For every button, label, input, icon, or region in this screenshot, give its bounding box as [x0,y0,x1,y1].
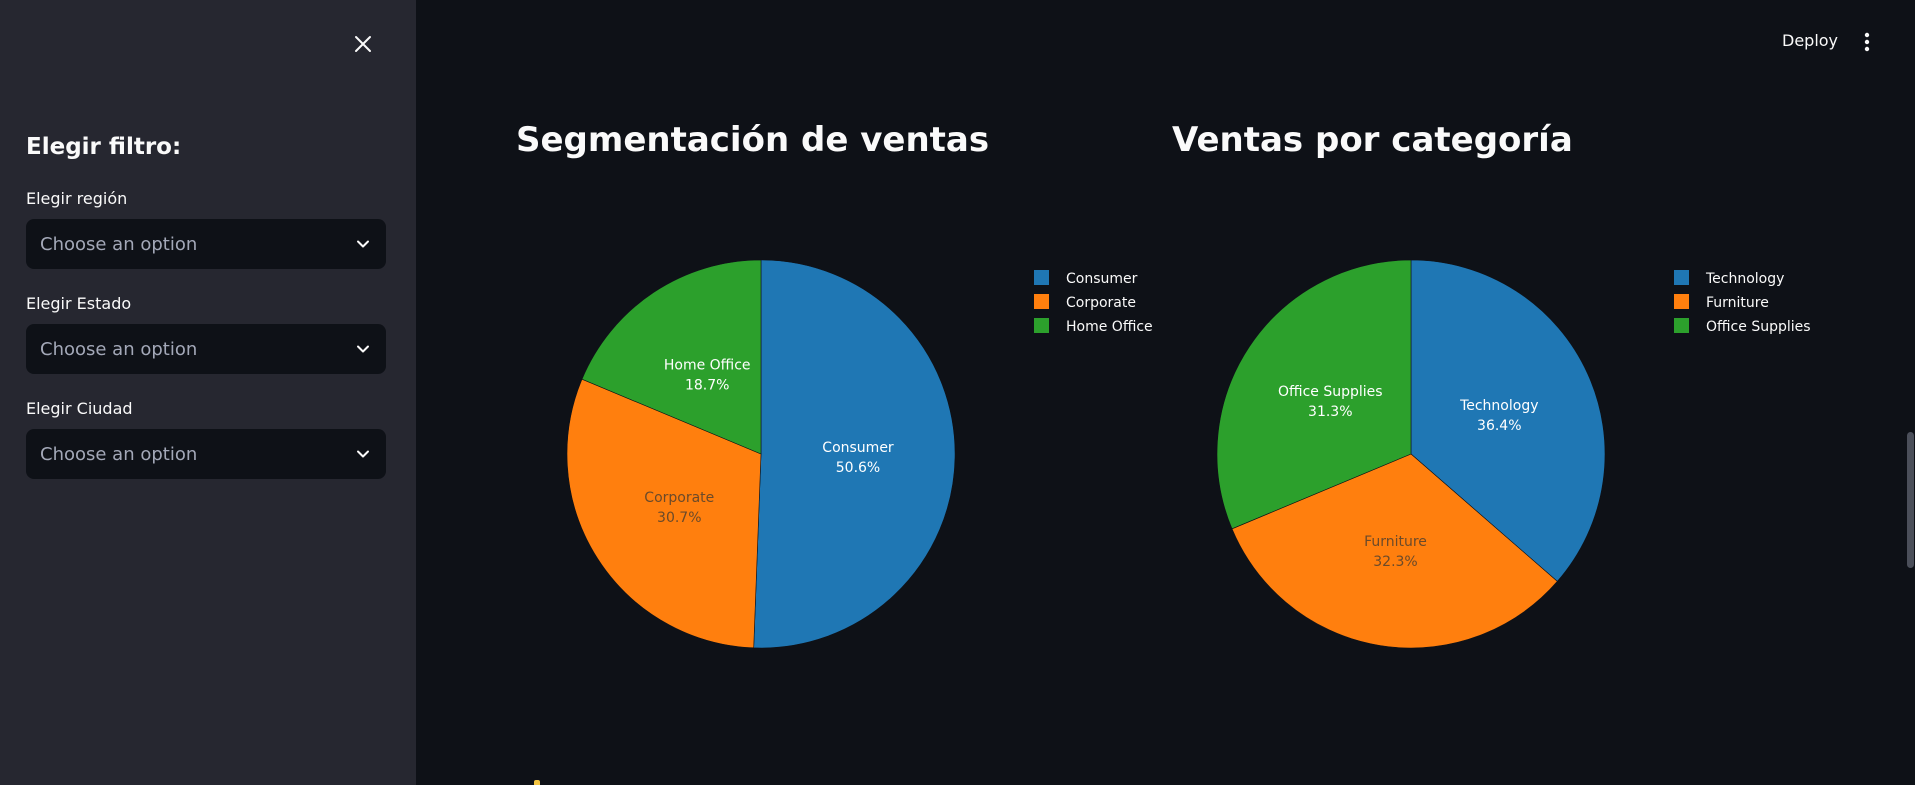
slice-label-home-office: Home Office [664,357,751,373]
chart-title-categoria: Ventas por categoría [1172,120,1573,160]
legend-swatch-consumer[interactable] [1034,270,1049,285]
slice-percent-corporate: 30.7% [657,510,701,526]
legend-swatch-corporate[interactable] [1034,294,1049,309]
slice-label-consumer: Consumer [822,440,894,456]
pie-chart-segmentacion: Consumer 50.6% Corporate 30.7% Home Office 18… [566,259,1153,649]
legend-swatch-office-supplies[interactable] [1674,318,1689,333]
pie-slice-technology[interactable] [1410,259,1606,582]
slice-label-corporate: Corporate [644,490,714,506]
bottom-indicator [534,780,540,785]
legend-swatch-home-office[interactable] [1034,318,1049,333]
slice-percent-consumer: 50.6% [836,460,880,476]
chart-title-segmentacion: Segmentación de ventas [516,120,990,160]
city-label: Elegir Ciudad [26,399,133,418]
slice-label-office-supplies: Office Supplies [1278,384,1383,400]
pie-slice-home-office[interactable] [581,259,762,455]
slice-percent-furniture: 32.3% [1373,554,1417,570]
scrollbar[interactable] [1907,432,1914,568]
slice-label-furniture: Furniture [1364,534,1427,550]
main-menu-button[interactable] [1857,27,1877,57]
pie-slice-office-supplies[interactable] [1216,259,1412,530]
chevron-down-icon [357,240,369,248]
chevron-down-icon [357,450,369,458]
sidebar: Elegir filtro: Elegir región Choose an o… [0,0,416,785]
legend-item-consumer[interactable]: Consumer [1066,271,1138,287]
legend-item-corporate[interactable]: Corporate [1066,295,1136,311]
legend-item-office-supplies[interactable]: Office Supplies [1706,319,1811,335]
more-vertical-icon [1864,32,1870,52]
slice-percent-home-office: 18.7% [685,377,729,393]
close-sidebar-button[interactable] [349,30,377,58]
region-select[interactable]: Choose an option [26,219,386,269]
pie-chart-categoria: Technology 36.4% Furniture 32.3% Office Supp… [1216,259,1811,649]
city-select[interactable]: Choose an option [26,429,386,479]
slice-label-technology: Technology [1459,398,1538,414]
deploy-button[interactable]: Deploy [1782,31,1839,50]
close-icon [355,36,371,52]
chevron-down-icon [357,345,369,353]
state-select[interactable]: Choose an option [26,324,386,374]
pie-slice-furniture[interactable] [1231,453,1558,649]
slice-percent-technology: 36.4% [1477,418,1521,434]
city-select-placeholder: Choose an option [40,443,198,465]
legend-swatch-technology[interactable] [1674,270,1689,285]
region-label: Elegir región [26,189,128,208]
legend-swatch-furniture[interactable] [1674,294,1689,309]
legend-item-furniture[interactable]: Furniture [1706,295,1769,311]
state-label: Elegir Estado [26,294,132,313]
pie-slice-consumer[interactable] [753,259,956,649]
legend-item-home-office[interactable]: Home Office [1066,319,1153,335]
state-select-placeholder: Choose an option [40,338,198,360]
filter-title: Elegir filtro: [26,134,182,160]
slice-percent-office-supplies: 31.3% [1308,404,1352,420]
region-select-placeholder: Choose an option [40,233,198,255]
pie-slice-corporate[interactable] [566,378,762,649]
legend-item-technology[interactable]: Technology [1705,271,1784,287]
